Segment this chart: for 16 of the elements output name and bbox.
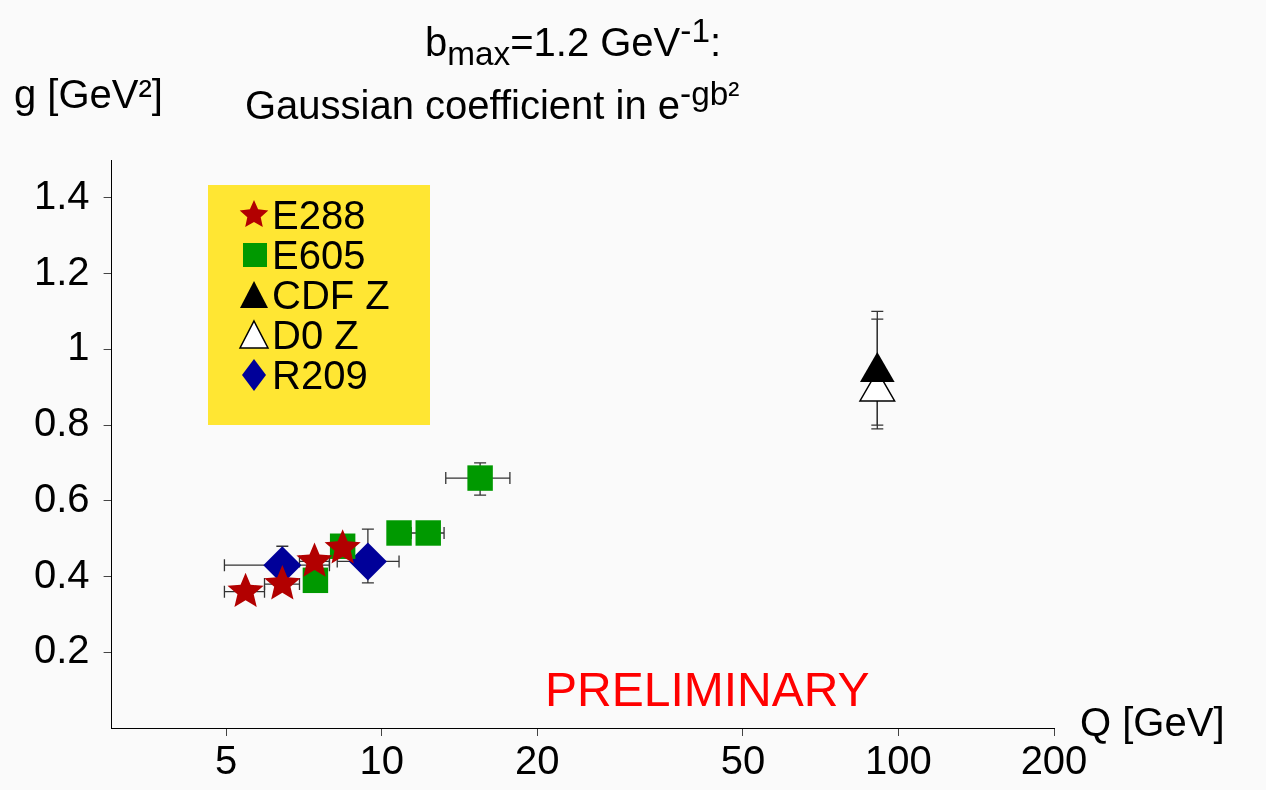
x-tick-label: 10 xyxy=(359,738,405,783)
y-tick-label: 0.8 xyxy=(34,400,90,445)
y-tick-label: 0.2 xyxy=(34,627,90,672)
y-axis-title: g [GeV²] xyxy=(14,72,163,117)
y-tick-label: 0.6 xyxy=(34,475,90,520)
x-tick-label: 100 xyxy=(865,738,932,783)
y-tick-label: 1.2 xyxy=(34,248,90,293)
x-tick-label: 20 xyxy=(515,738,560,783)
chart-subtitle: Gaussian coefficient in e$^{-gb²}$ xyxy=(245,75,740,129)
annotation: PRELIMINARY xyxy=(545,662,870,717)
x-tick-label: 5 xyxy=(215,738,238,783)
chart-title: b$_{max}$=1.2 GeV$^{-1}$: xyxy=(423,12,723,74)
x-tick-label: 50 xyxy=(720,738,766,783)
y-tick-label: 1 xyxy=(67,324,90,369)
y-tick-label: 1.4 xyxy=(34,172,90,217)
y-tick-label: 0.4 xyxy=(34,551,90,596)
